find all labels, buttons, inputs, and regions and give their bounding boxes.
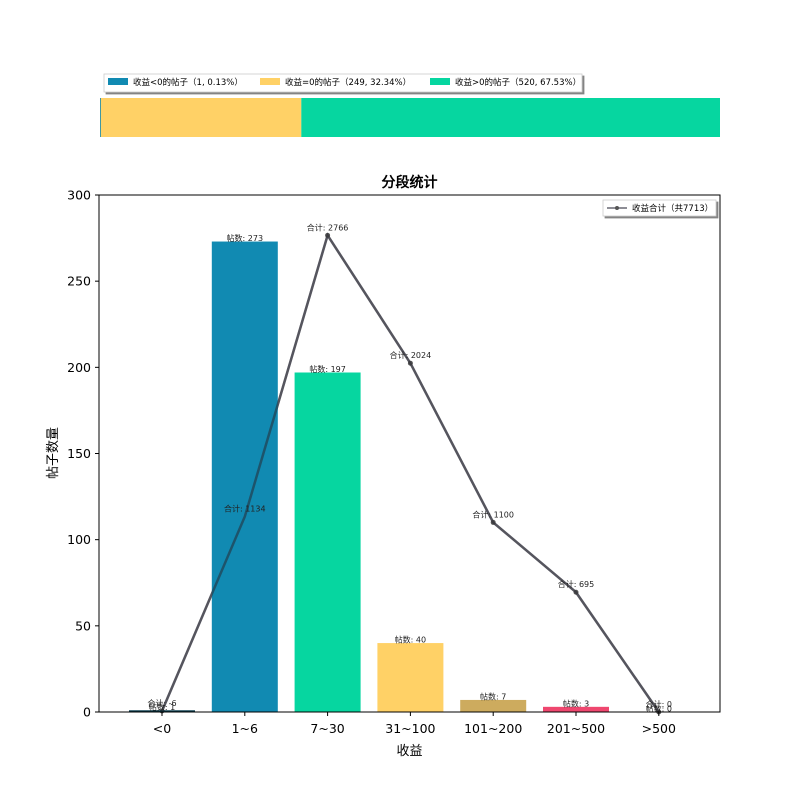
legend-swatch-zero [260, 78, 280, 85]
bar-data-label: 帖数: 1 [149, 702, 175, 712]
plot-frame [98, 194, 721, 713]
x-tick-label: >500 [642, 721, 676, 736]
total-data-label: 合计: 1134 [224, 504, 266, 514]
y-tick-label: 150 [67, 446, 91, 461]
bar-data-label: 帖数: 273 [227, 233, 264, 243]
line-legend-marker [615, 206, 619, 210]
y-axis: 0 50 100 150 200 250 300 [67, 188, 99, 720]
bar-data-label: 帖数: 0 [646, 704, 672, 714]
bar-data-label: 帖数: 40 [395, 635, 426, 645]
top-legend: 收益<0的帖子（1, 0.13%） 收益=0的帖子（249, 32.34%） 收… [103, 73, 583, 93]
total-data-label: 合计: -6 [147, 698, 176, 708]
x-tick-label: <0 [153, 721, 171, 736]
bar [460, 699, 527, 712]
x-axis-label: 收益 [396, 744, 422, 759]
bar [377, 643, 444, 712]
bar [294, 372, 361, 712]
y-tick-label: 0 [83, 705, 91, 720]
x-axis: <0 1~6 7~30 31~100 101~200 201~500 >500 [153, 712, 676, 736]
legend-label-negative: 收益<0的帖子（1, 0.13%） [133, 77, 243, 88]
stack-segment-0 [100, 98, 101, 137]
y-tick-label: 50 [75, 618, 91, 633]
legend-swatch-negative [108, 78, 128, 85]
legend-label-zero: 收益=0的帖子（249, 32.34%） [285, 77, 411, 88]
line-legend-label: 收益合计（共7713） [632, 203, 713, 214]
bar-data-label: 帖数: 197 [309, 364, 346, 374]
stack-segment-1 [100, 98, 302, 137]
total-line-overlay [160, 232, 660, 713]
stacked-ratio-bar [100, 98, 720, 137]
total-data-label: 合计: 0 [646, 699, 672, 709]
total-data-label: 合计: 2766 [307, 222, 349, 232]
legend-swatch-positive [430, 78, 450, 85]
top-legend-box [103, 73, 583, 93]
legend-label-positive: 收益>0的帖子（520, 67.53%） [455, 77, 581, 88]
bar-data-label: 帖数: 3 [563, 698, 589, 708]
chart-title: 分段统计 [382, 174, 438, 191]
bar [129, 710, 195, 712]
y-axis-label: 帖子数量 [46, 427, 61, 479]
x-tick-label: 7~30 [310, 721, 344, 736]
total-data-label: 合计: 2024 [390, 350, 432, 360]
x-tick-label: 31~100 [385, 721, 435, 736]
y-tick-label: 100 [67, 532, 91, 547]
line-legend: 收益合计（共7713） [602, 199, 717, 217]
x-tick-label: 1~6 [232, 721, 258, 736]
bar [211, 241, 278, 712]
total-data-label: 合计: 1100 [472, 509, 514, 519]
y-tick-label: 300 [67, 188, 91, 203]
x-tick-label: 201~500 [547, 721, 605, 736]
bar-data-label: 帖数: 7 [480, 691, 506, 701]
y-tick-label: 200 [67, 360, 91, 375]
bar [543, 706, 609, 712]
y-tick-label: 250 [67, 274, 91, 289]
stack-segment-2 [301, 98, 720, 137]
total-data-label: 合计: 695 [558, 579, 595, 589]
x-tick-label: 101~200 [464, 721, 522, 736]
bar-series: 帖数: 1 帖数: 273 帖数: 197 帖数: 40 帖数: 7 帖数: 3 帖数: 0… [129, 222, 672, 714]
line-legend-box [602, 199, 717, 217]
